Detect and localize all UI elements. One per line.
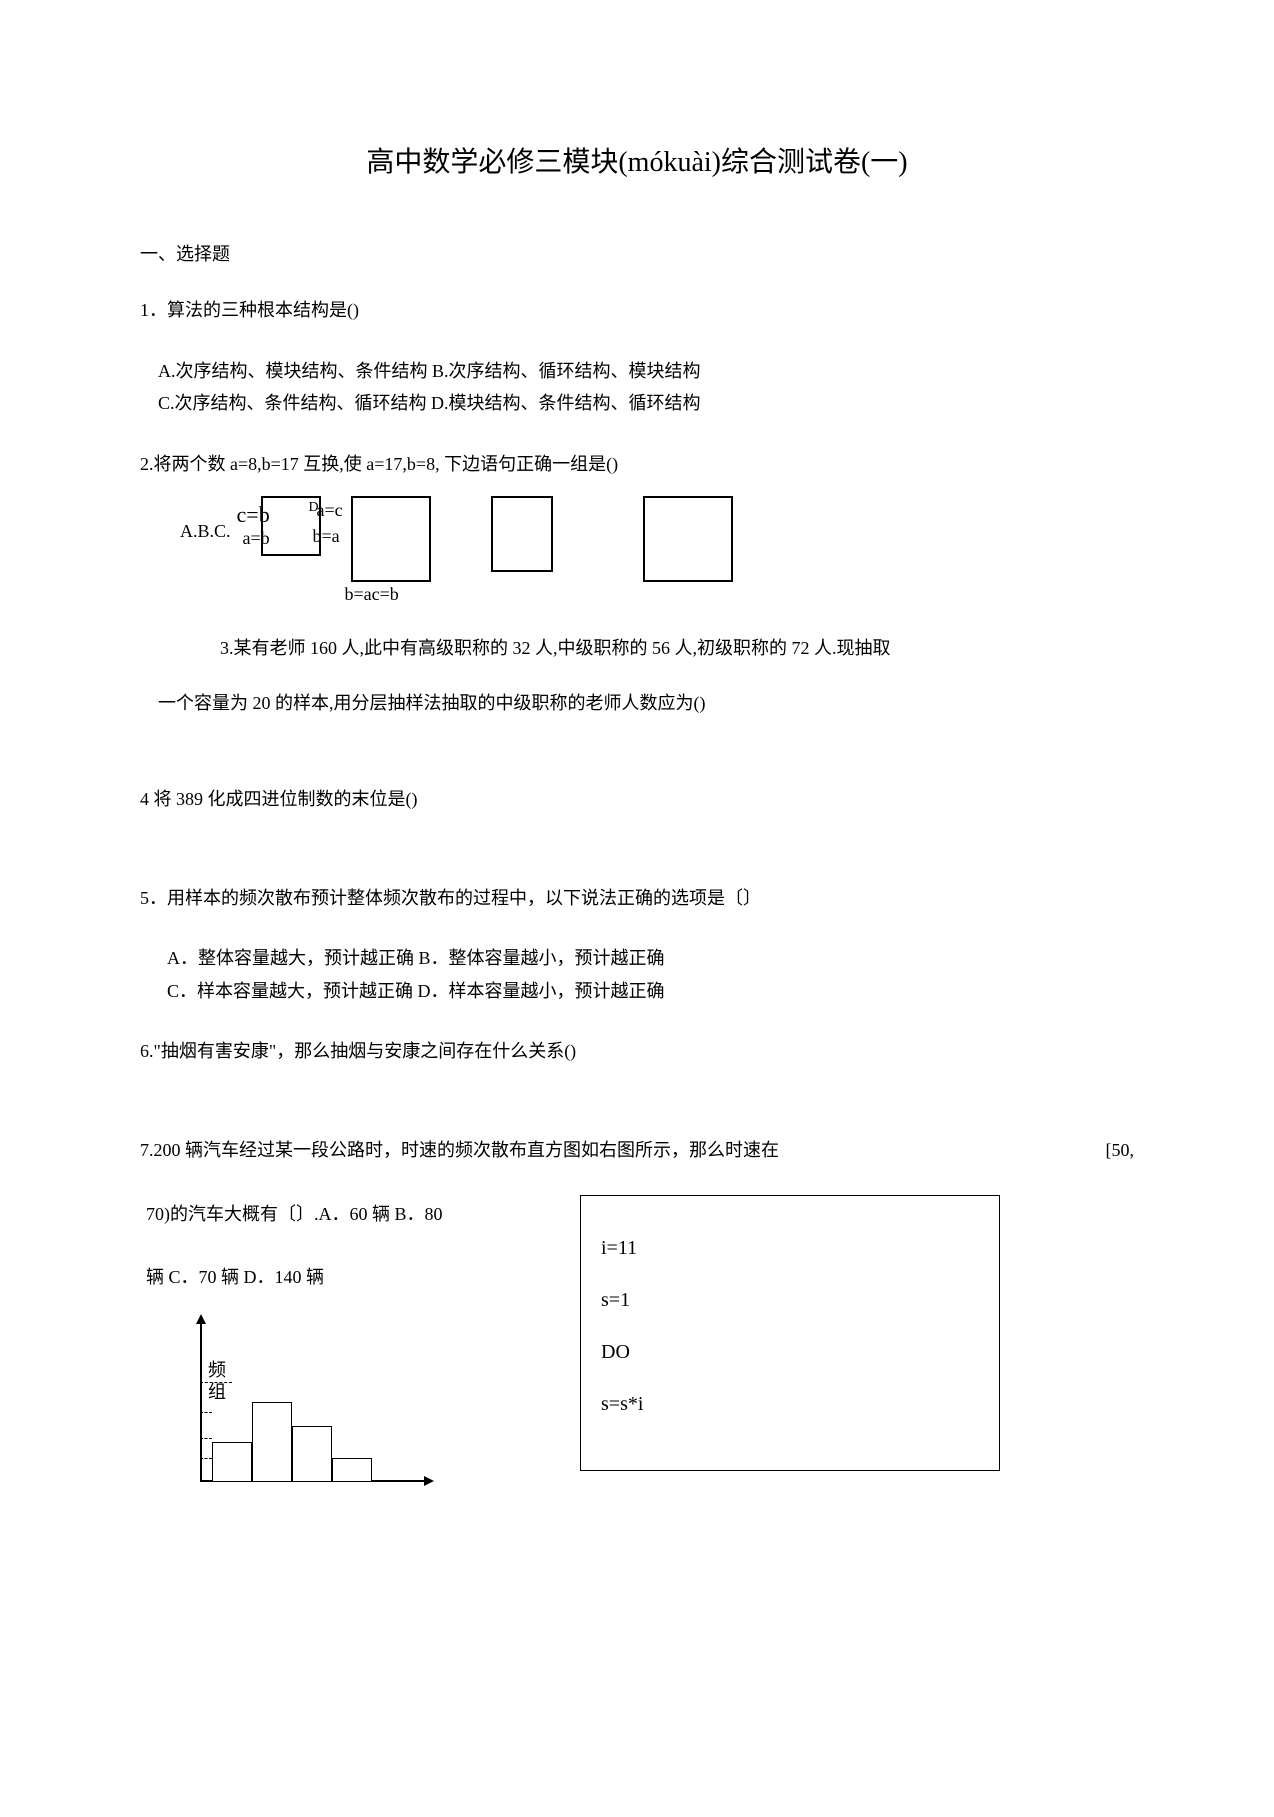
q2-box2-l2: b=a: [313, 526, 340, 547]
q5-options: A．整体容量越大，预计越正确 B．整体容量越小，预计越正确 C．样本容量越大，预…: [158, 942, 1134, 1007]
q2-label-abc: A.B.C.: [180, 496, 231, 566]
q7-left: 70)的汽车大概有〔〕.A．60 辆 B．80 辆 C．70 辆 D．140 辆…: [140, 1195, 500, 1492]
q2-box1-l2: a=b: [243, 528, 270, 549]
q5-optB: B．整体容量越小，预计越正确: [419, 948, 665, 968]
q4-stem: 4 将 389 化成四进位制数的末位是(): [140, 785, 1134, 814]
hist-dash: [200, 1438, 212, 1439]
q2-box3-below: b=ac=b: [345, 584, 399, 605]
q1-optC: C.次序结构、条件结构、循环结构: [158, 393, 427, 413]
q1-options: A.次序结构、模块结构、条件结构 B.次序结构、循环结构、模块结构 C.次序结构…: [158, 355, 1134, 420]
code-box: i=11 s=1 DO s=s*i: [580, 1195, 1000, 1471]
q7-stem-a: 7.200 辆汽车经过某一段公路时，时速的频次散布直方图如右图所示，那么时速在: [140, 1136, 779, 1165]
q6-stem: 6."抽烟有害安康"，那么抽烟与安康之间存在什么关系(): [140, 1037, 1134, 1066]
code-l3: DO: [601, 1326, 979, 1378]
q7-stem-b: [50,: [1106, 1136, 1135, 1165]
q5-optD: D．样本容量越小，预计越正确: [418, 981, 665, 1001]
hist-dash: [200, 1382, 232, 1383]
q2-stem: 2.将两个数 a=8,b=17 互换,使 a=17,b=8, 下边语句正确一组是…: [140, 450, 1134, 479]
q3-line1: 3.某有老师 160 人,此中有高级职称的 32 人,中级职称的 56 人,初级…: [220, 632, 1134, 664]
hist-bar: [332, 1458, 372, 1482]
q1-optA: A.次序结构、模块结构、条件结构: [158, 361, 428, 381]
hist-bar: [292, 1426, 332, 1482]
code-l2: s=1: [601, 1274, 979, 1326]
page-title: 高中数学必修三模块(mókuài)综合测试卷(一): [140, 140, 1134, 180]
q7-row: 70)的汽车大概有〔〕.A．60 辆 B．80 辆 C．70 辆 D．140 辆…: [140, 1195, 1134, 1492]
q3-line2: 一个容量为 20 的样本,用分层抽样法抽取的中级职称的老师人数应为(): [158, 689, 1134, 715]
hist-dash: [200, 1412, 212, 1413]
q2-box2-l1: a=c: [317, 500, 343, 521]
q2-box3: [351, 496, 431, 582]
q1-stem: 1．算法的三种根本结构是(): [140, 296, 1134, 325]
q5-optA: A．整体容量越大，预计越正确: [167, 948, 414, 968]
q5-optC: C．样本容量越大，预计越正确: [167, 981, 413, 1001]
q7-line2: 70)的汽车大概有〔〕.A．60 辆 B．80: [146, 1195, 500, 1235]
code-l1: i=11: [601, 1222, 979, 1274]
q1-optD: D.模块结构、条件结构、循环结构: [431, 393, 701, 413]
q1-optB: B.次序结构、循环结构、模块结构: [432, 361, 701, 381]
section-header: 一、选择题: [140, 240, 1134, 266]
q7-line3: 辆 C．70 辆 D．140 辆: [146, 1258, 500, 1298]
hist-bar: [252, 1402, 292, 1482]
q2-row: A.B.C. c=b a=b D. a=c b=a b=ac=b: [180, 496, 1134, 582]
hist-bar: [212, 1442, 252, 1482]
q5-stem: 5．用样本的频次散布预计整体频次散布的过程中，以下说法正确的选项是〔〕: [140, 884, 1134, 913]
code-l4: s=s*i: [601, 1378, 979, 1430]
histogram: 频 组: [166, 1322, 426, 1492]
q2-box5: [643, 496, 733, 582]
q2-box1-l1: c=b: [237, 502, 270, 528]
q7-stem: 7.200 辆汽车经过某一段公路时，时速的频次散布直方图如右图所示，那么时速在 …: [140, 1136, 1134, 1165]
hist-dash: [200, 1458, 212, 1459]
q2-box4: [491, 496, 553, 572]
